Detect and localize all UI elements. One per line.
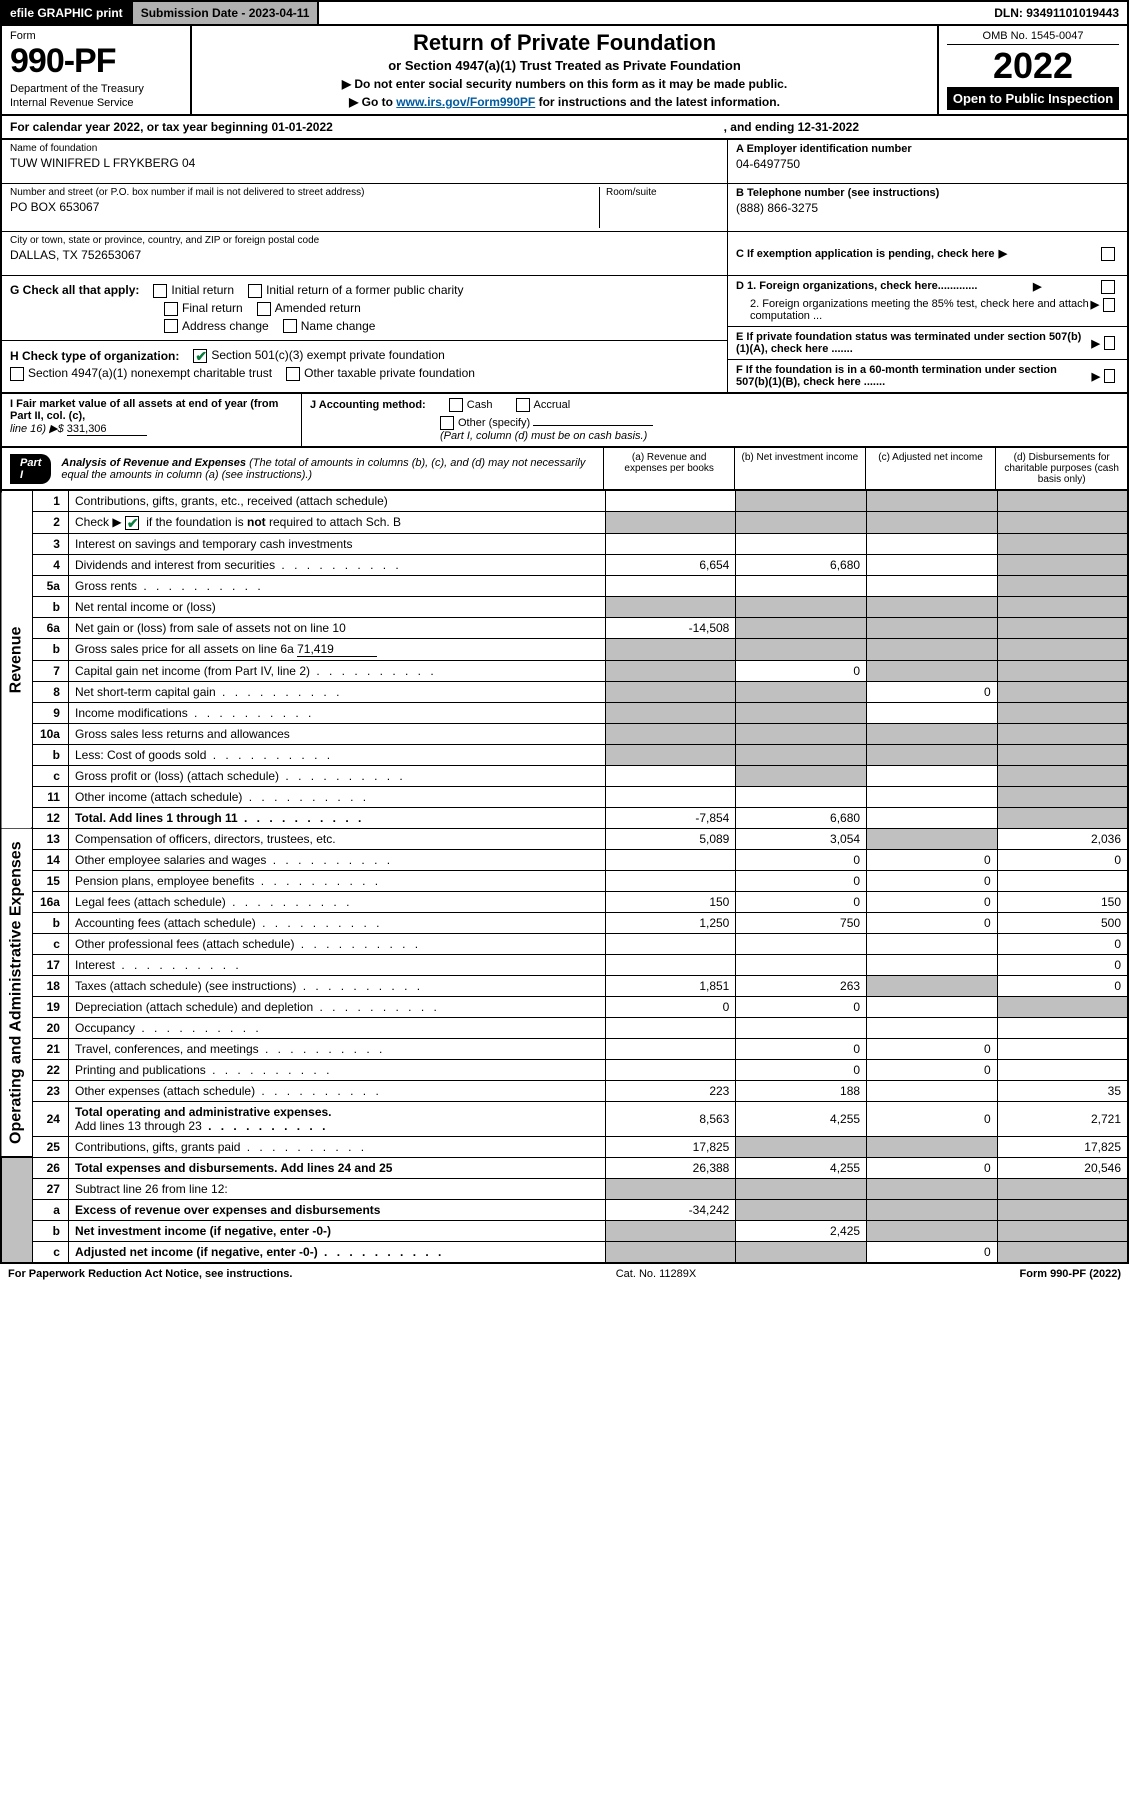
phone-label: B Telephone number (see instructions)	[736, 187, 1119, 199]
f-cb[interactable]	[1104, 369, 1115, 383]
top-bar: efile GRAPHIC print Submission Date - 20…	[0, 0, 1129, 26]
room-label: Room/suite	[606, 187, 719, 198]
form-word: Form	[10, 30, 182, 42]
i-label: I Fair market value of all assets at end…	[10, 398, 278, 422]
addr-label: Number and street (or P.O. box number if…	[10, 187, 599, 198]
g-label: G Check all that apply:	[10, 283, 139, 297]
omb-number: OMB No. 1545-0047	[947, 30, 1119, 45]
form-header: Form 990-PF Department of the Treasury I…	[0, 26, 1129, 116]
col-a-head: (a) Revenue and expenses per books	[604, 448, 735, 489]
initial-return-cb[interactable]	[153, 284, 167, 298]
form-ref: Form 990-PF (2022)	[1020, 1268, 1121, 1280]
fmv-value: 331,306	[67, 423, 147, 436]
c-cb[interactable]	[1101, 247, 1115, 261]
501c3-cb[interactable]	[193, 349, 207, 363]
d2-label: 2. Foreign organizations meeting the 85%…	[736, 298, 1091, 322]
calendar-year-row: For calendar year 2022, or tax year begi…	[0, 116, 1129, 140]
dept-treasury: Department of the Treasury	[10, 83, 182, 95]
ein: 04-6497750	[736, 157, 1119, 171]
name-label: Name of foundation	[10, 143, 719, 154]
street-address: PO BOX 653067	[10, 200, 599, 214]
phone: (888) 866-3275	[736, 201, 1119, 215]
form990pf-link[interactable]: www.irs.gov/Form990PF	[396, 95, 535, 109]
cat-no: Cat. No. 11289X	[292, 1268, 1019, 1280]
submission-date: Submission Date - 2023-04-11	[131, 2, 320, 24]
4947-cb[interactable]	[10, 367, 24, 381]
amended-return-cb[interactable]	[257, 302, 271, 316]
form-title: Return of Private Foundation	[202, 30, 927, 56]
initial-former-cb[interactable]	[248, 284, 262, 298]
schb-cb[interactable]	[125, 516, 139, 530]
d1-cb[interactable]	[1101, 280, 1115, 294]
other-method-cb[interactable]	[440, 416, 454, 430]
address-change-cb[interactable]	[164, 319, 178, 333]
c-label: C If exemption application is pending, c…	[736, 248, 995, 260]
col-d-head: (d) Disbursements for charitable purpose…	[996, 448, 1127, 489]
form-subtitle: or Section 4947(a)(1) Trust Treated as P…	[202, 58, 927, 73]
form-number: 990-PF	[10, 42, 182, 81]
dln: DLN: 93491101019443	[986, 2, 1127, 24]
j-note: (Part I, column (d) must be on cash basi…	[440, 430, 1119, 442]
col-b-head: (b) Net investment income	[735, 448, 866, 489]
city-label: City or town, state or province, country…	[10, 235, 719, 246]
e-label: E If private foundation status was termi…	[736, 331, 1087, 355]
f-label: F If the foundation is in a 60-month ter…	[736, 364, 1088, 388]
foundation-name: TUW WINIFRED L FRYKBERG 04	[10, 156, 719, 170]
ein-label: A Employer identification number	[736, 143, 1119, 155]
identification-block: Name of foundation TUW WINIFRED L FRYKBE…	[0, 140, 1129, 394]
d2-cb[interactable]	[1103, 298, 1115, 312]
paperwork-notice: For Paperwork Reduction Act Notice, see …	[8, 1268, 292, 1280]
h-label: H Check type of organization:	[10, 349, 179, 363]
part1-label: Part I	[10, 454, 51, 484]
city-state-zip: DALLAS, TX 752653067	[10, 248, 719, 262]
page-footer: For Paperwork Reduction Act Notice, see …	[0, 1264, 1129, 1284]
irs-label: Internal Revenue Service	[10, 97, 182, 109]
goto-note: ▶ Go to www.irs.gov/Form990PF for instru…	[202, 95, 927, 109]
name-change-cb[interactable]	[283, 319, 297, 333]
efile-label[interactable]: efile GRAPHIC print	[2, 2, 131, 24]
ssn-warning: ▶ Do not enter social security numbers o…	[202, 77, 927, 91]
j-label: J Accounting method:	[310, 399, 426, 411]
revenue-expense-table: Revenue 1Contributions, gifts, grants, e…	[0, 491, 1129, 1264]
g-checkboxes: G Check all that apply: Initial return I…	[2, 276, 727, 341]
i-j-row: I Fair market value of all assets at end…	[0, 394, 1129, 448]
cash-cb[interactable]	[449, 398, 463, 412]
expenses-label: Operating and Administrative Expenses	[1, 828, 33, 1157]
e-cb[interactable]	[1104, 336, 1115, 350]
tax-year: 2022	[947, 45, 1119, 87]
h-checkboxes: H Check type of organization: Section 50…	[2, 341, 727, 388]
d1-label: D 1. Foreign organizations, check here..…	[736, 280, 977, 294]
gross-sales-6a: 71,419	[297, 642, 377, 657]
col-c-head: (c) Adjusted net income	[866, 448, 997, 489]
final-return-cb[interactable]	[164, 302, 178, 316]
revenue-label: Revenue	[1, 491, 33, 828]
part1-header-row: Part I Analysis of Revenue and Expenses …	[0, 448, 1129, 491]
accrual-cb[interactable]	[516, 398, 530, 412]
open-public: Open to Public Inspection	[947, 87, 1119, 110]
other-taxable-cb[interactable]	[286, 367, 300, 381]
